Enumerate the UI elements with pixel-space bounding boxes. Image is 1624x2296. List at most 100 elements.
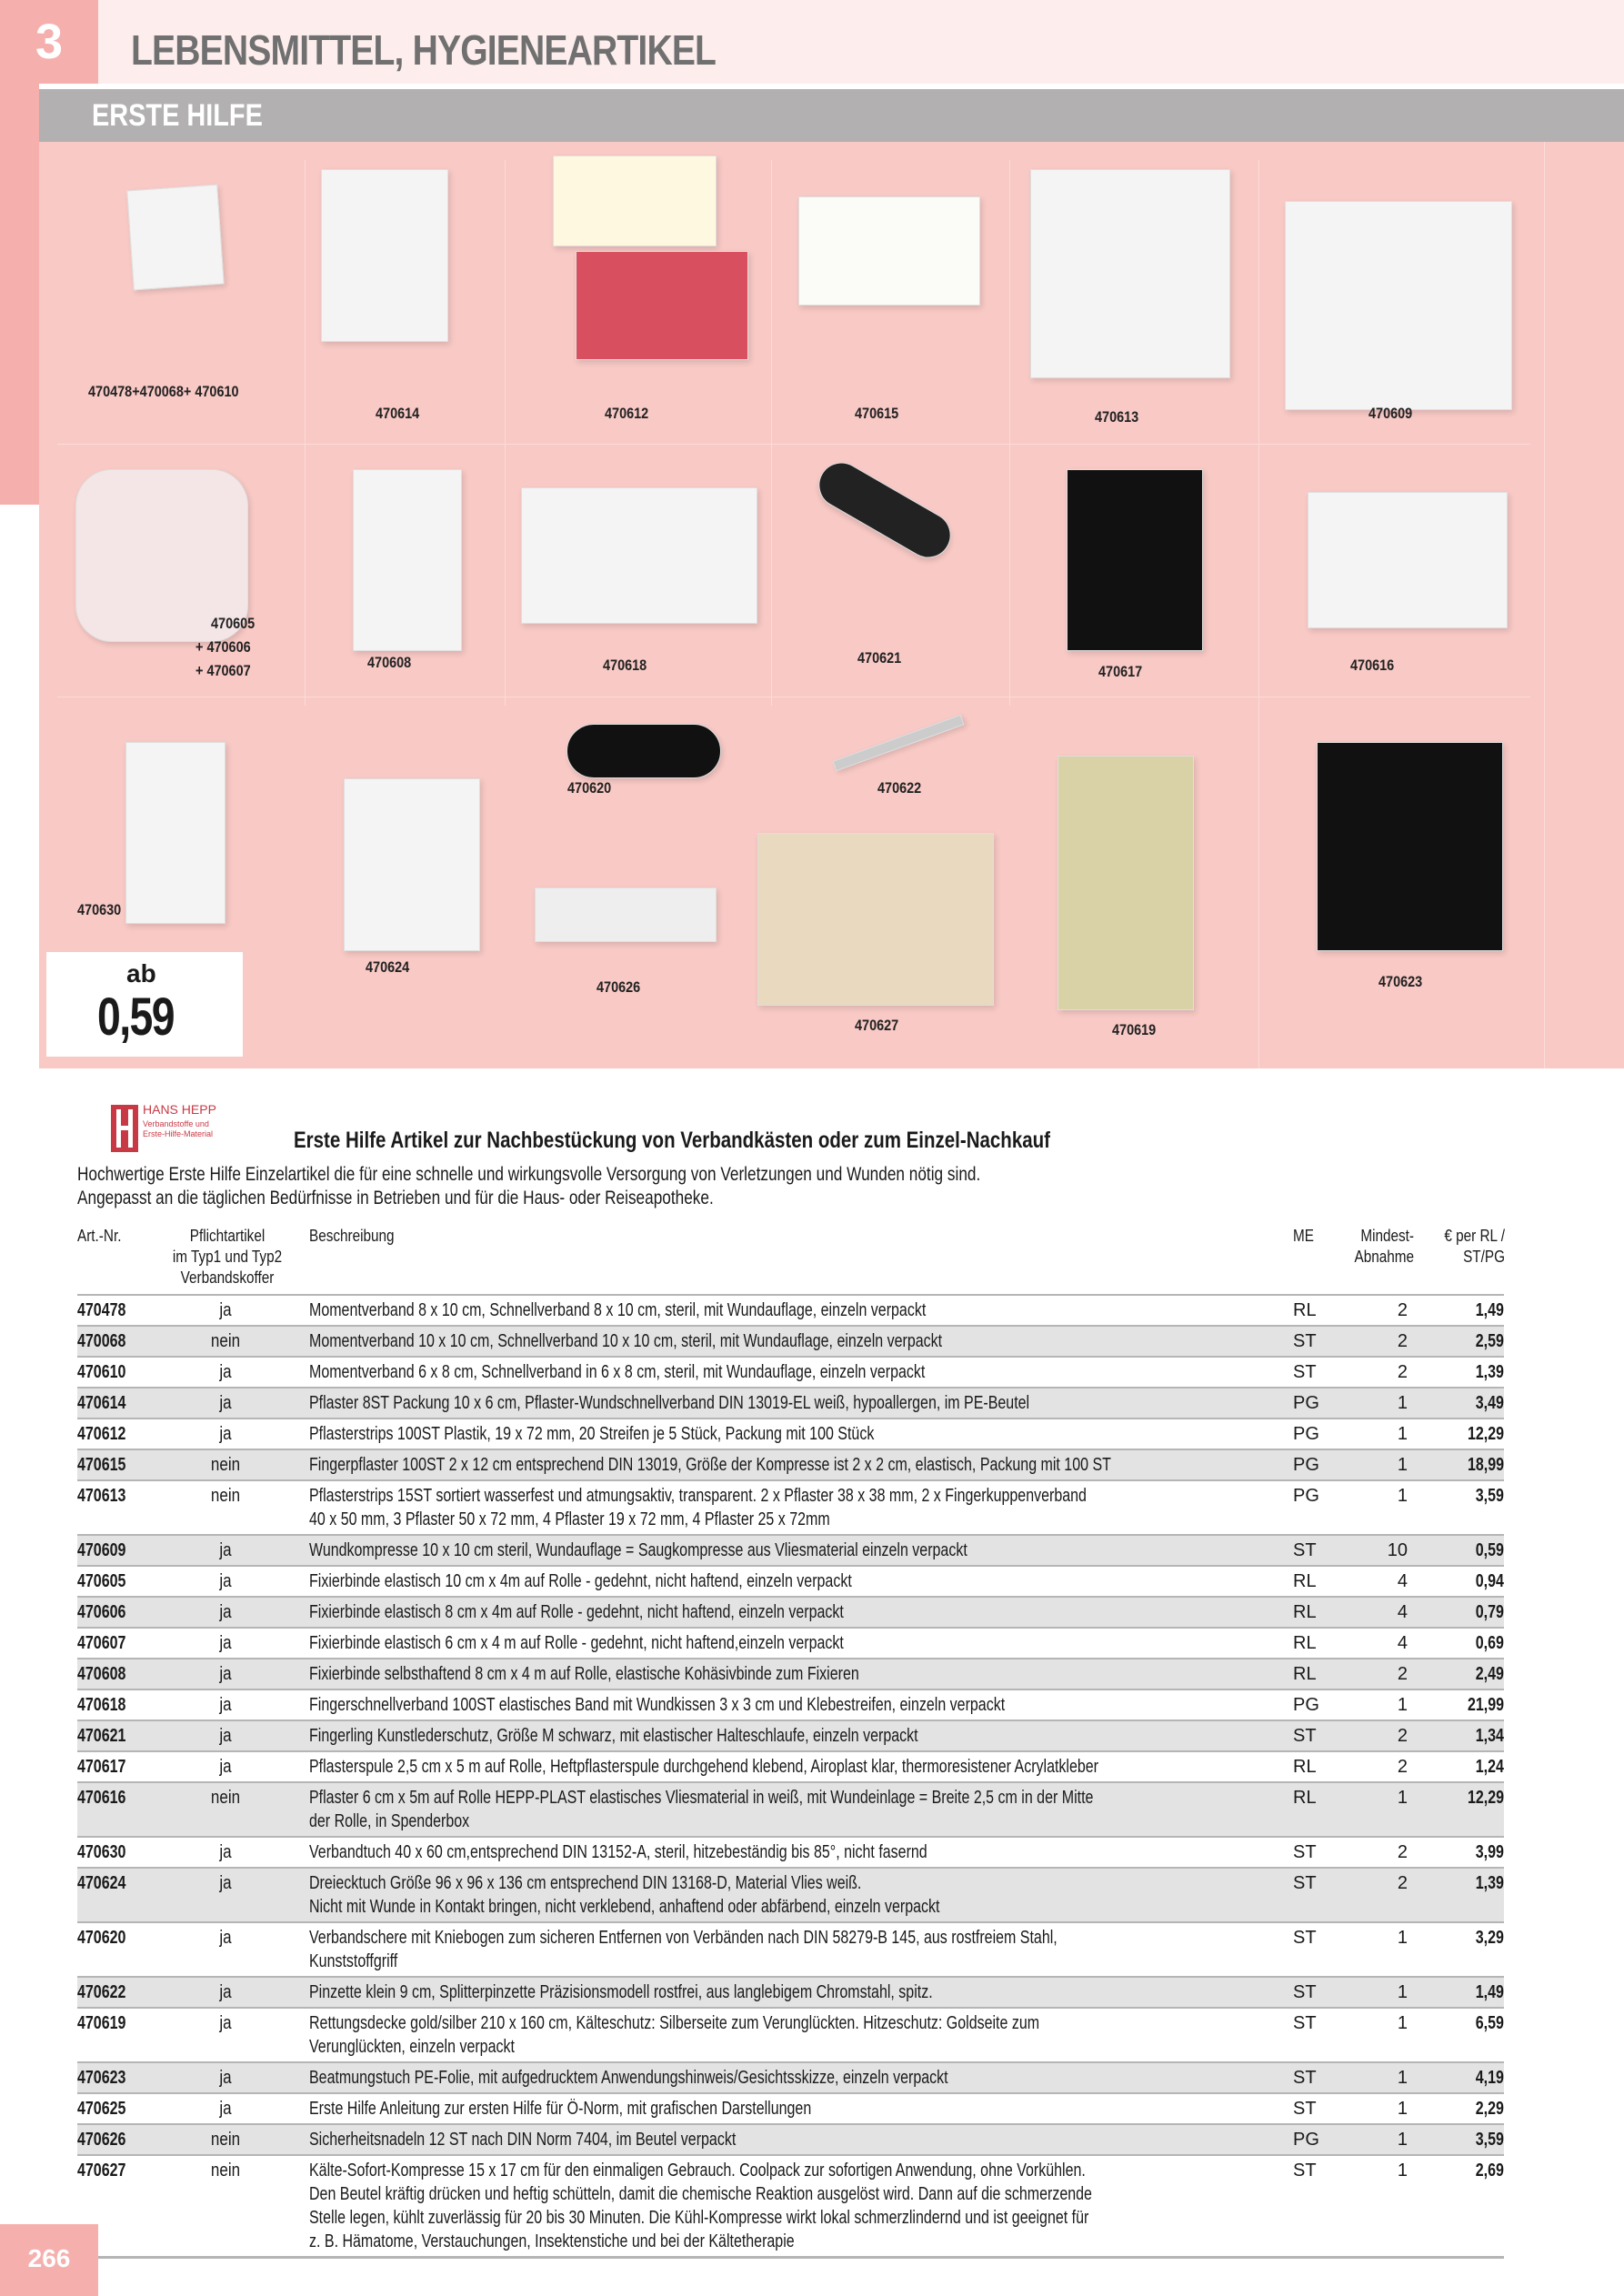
photo-label: 470617 (1098, 663, 1143, 680)
photo-label: 470627 (855, 1017, 899, 1034)
photo-label: + 470606 (195, 638, 251, 656)
minimum-quantity: 1 (1397, 2130, 1408, 2150)
hans-hepp-logo-icon: HANS HEPP (111, 1102, 216, 1152)
price: 2,29 (1475, 2099, 1504, 2119)
mandatory-flag: nein (210, 2161, 241, 2181)
price: 1,39 (1475, 1362, 1504, 1382)
table-row: 470609 ja ST 10 0,59 Wundkompresse 10 x 10 cm… (77, 1534, 1504, 1565)
unit: RL (1293, 1757, 1317, 1777)
price: 0,79 (1475, 1602, 1504, 1622)
col-header-desc: Beschreibung (309, 1227, 395, 1245)
mandatory-flag: ja (219, 1540, 232, 1560)
unit: ST (1293, 1928, 1317, 1948)
chapter-side-strip (0, 84, 39, 505)
section-bar (39, 89, 1624, 142)
description: Fixierbinde elastisch 10 cm x 4m auf Rol… (309, 1569, 1269, 1593)
description-line: Fingerpflaster 100ST 2 x 12 cm entsprech… (309, 1455, 1111, 1475)
photo-label: 470621 (857, 649, 902, 667)
unit: PG (1293, 1424, 1319, 1444)
description: Verbandschere mit Kniebogen zum sicheren… (309, 1926, 1269, 1973)
description-line: z. B. Hämatome, Verstauchungen, Insekten… (309, 2231, 795, 2251)
brand-name: HANS HEPP (143, 1102, 216, 1117)
mandatory-flag: ja (219, 1300, 232, 1320)
minimum-quantity: 1 (1397, 1393, 1408, 1413)
product-photo-470617 (1067, 469, 1203, 651)
description: Momentverband 6 x 8 cm, Schnellverband i… (309, 1360, 1269, 1384)
unit: RL (1293, 1633, 1317, 1653)
description-line: Fixierbinde elastisch 10 cm x 4m auf Rol… (309, 1571, 852, 1591)
mandatory-flag: nein (210, 1455, 241, 1475)
description: Fingerling Kunstlederschutz, Größe M sch… (309, 1724, 1269, 1748)
col-header-line: im Typ1 und Typ2 (172, 1248, 283, 1266)
photo-label: 470609 (1368, 405, 1413, 422)
photo-label: 470619 (1112, 1021, 1157, 1038)
product-photo-470608 (353, 469, 462, 651)
description: Pflaster 8ST Packung 10 x 6 cm, Pflaster… (309, 1391, 1269, 1415)
product-photo-470612 (553, 155, 717, 246)
description-line: Fingerling Kunstlederschutz, Größe M sch… (309, 1726, 918, 1746)
unit: ST (1293, 2013, 1317, 2033)
description-line: Momentverband 8 x 10 cm, Schnellverband … (309, 1300, 927, 1320)
table-row: 470627 nein ST 1 2,69 Kälte-Sofort-Kompresse … (77, 2154, 1504, 2259)
table-row: 470608 ja RL 2 2,49 Fixierbinde selbsthaftend… (77, 1658, 1504, 1689)
product-table: 470478 ja RL 2 1,49 Momentverband 8 x 10 cm, … (77, 1294, 1504, 2259)
product-photo-470616 (1308, 492, 1508, 628)
photo-label: 470630 (77, 901, 122, 918)
grid-divider (505, 160, 506, 706)
unit: ST (1293, 1331, 1317, 1351)
article-number: 470619 (77, 2013, 126, 2033)
mandatory-flag: nein (210, 1486, 241, 1506)
price: 1,49 (1475, 1300, 1504, 1320)
unit: ST (1293, 1873, 1317, 1893)
table-row: 470622 ja ST 1 1,49 Pinzette klein 9 cm, Spli… (77, 1976, 1504, 2007)
unit: ST (1293, 2161, 1317, 2181)
mandatory-flag: ja (219, 1664, 232, 1684)
minimum-quantity: 4 (1397, 1602, 1408, 1622)
mandatory-flag: ja (219, 1602, 232, 1622)
table-row: 470624 ja ST 2 1,39 Dreiecktuch Größe 96 x 96… (77, 1867, 1504, 1921)
price: 0,94 (1475, 1571, 1504, 1591)
mandatory-flag: ja (219, 2013, 232, 2033)
description-line: der Rolle, in Spenderbox (309, 1811, 470, 1831)
grid-divider (57, 444, 1530, 445)
table-row: 470621 ja ST 2 1,34 Fingerling Kunstlederschu… (77, 1719, 1504, 1750)
photo-label: 470612 (605, 405, 649, 422)
price: 4,19 (1475, 2068, 1504, 2088)
article-number: 470605 (77, 1571, 126, 1591)
description: Fixierbinde elastisch 6 cm x 4 m auf Rol… (309, 1631, 1269, 1655)
article-number: 470621 (77, 1726, 126, 1746)
minimum-quantity: 2 (1397, 1300, 1408, 1320)
mandatory-flag: ja (219, 1726, 232, 1746)
minimum-quantity: 1 (1397, 1486, 1408, 1506)
minimum-quantity: 1 (1397, 2068, 1408, 2088)
article-number: 470626 (77, 2130, 126, 2150)
col-header-price: € per RL / ST/PG (1428, 1226, 1505, 1268)
photo-label: 470608 (367, 654, 412, 671)
minimum-quantity: 2 (1397, 1726, 1408, 1746)
intro-line: Angepasst an die täglichen Bedürfnisse i… (77, 1188, 714, 1208)
table-row: 470625 ja ST 1 2,29 Erste Hilfe Anleitung zur… (77, 2092, 1504, 2123)
price: 2,69 (1475, 2161, 1504, 2181)
description-line: Kälte-Sofort-Kompresse 15 x 17 cm für de… (309, 2161, 1086, 2181)
product-photo-470618 (521, 487, 757, 624)
mandatory-flag: nein (210, 1331, 241, 1351)
product-photo-470627 (757, 833, 994, 1006)
brand-tagline: Verbandstoffe und Erste-Hilfe-Material (143, 1119, 214, 1138)
minimum-quantity: 4 (1397, 1633, 1408, 1653)
price: 0,69 (1475, 1633, 1504, 1653)
minimum-quantity: 2 (1397, 1664, 1408, 1684)
photo-label: 470478+470068+ 470610 (88, 383, 239, 400)
unit: RL (1293, 1300, 1317, 1320)
table-row: 470614 ja PG 1 3,49 Pflaster 8ST Packung 10 x… (77, 1387, 1504, 1418)
article-number: 470617 (77, 1757, 126, 1777)
description: Pflasterstrips 100ST Plastik, 19 x 72 mm… (309, 1422, 1269, 1446)
price-prefix: ab (126, 959, 156, 988)
description-line: Fingerschnellverband 100ST elastisches B… (309, 1695, 1006, 1715)
article-number: 470618 (77, 1695, 126, 1715)
product-photo-470630 (125, 742, 226, 924)
price: 2,59 (1475, 1331, 1504, 1351)
col-header-line: € per RL / (1444, 1227, 1505, 1245)
unit: RL (1293, 1788, 1317, 1808)
mandatory-flag: ja (219, 2068, 232, 2088)
unit: RL (1293, 1602, 1317, 1622)
